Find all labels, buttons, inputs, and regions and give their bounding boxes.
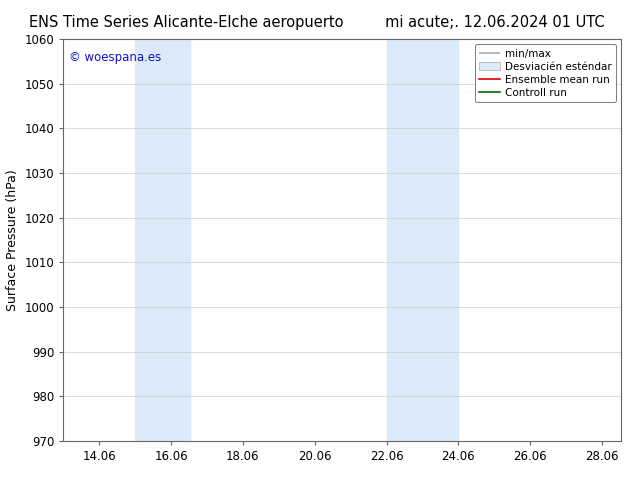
Y-axis label: Surface Pressure (hPa): Surface Pressure (hPa) — [6, 169, 19, 311]
Bar — [135, 39, 190, 441]
Bar — [387, 39, 458, 441]
Legend: min/max, Desviacién esténdar, Ensemble mean run, Controll run: min/max, Desviacién esténdar, Ensemble m… — [475, 45, 616, 102]
Text: © woespana.es: © woespana.es — [69, 51, 161, 64]
Text: ENS Time Series Alicante-Elche aeropuerto         mi acute;. 12.06.2024 01 UTC: ENS Time Series Alicante-Elche aeropuert… — [29, 15, 605, 30]
